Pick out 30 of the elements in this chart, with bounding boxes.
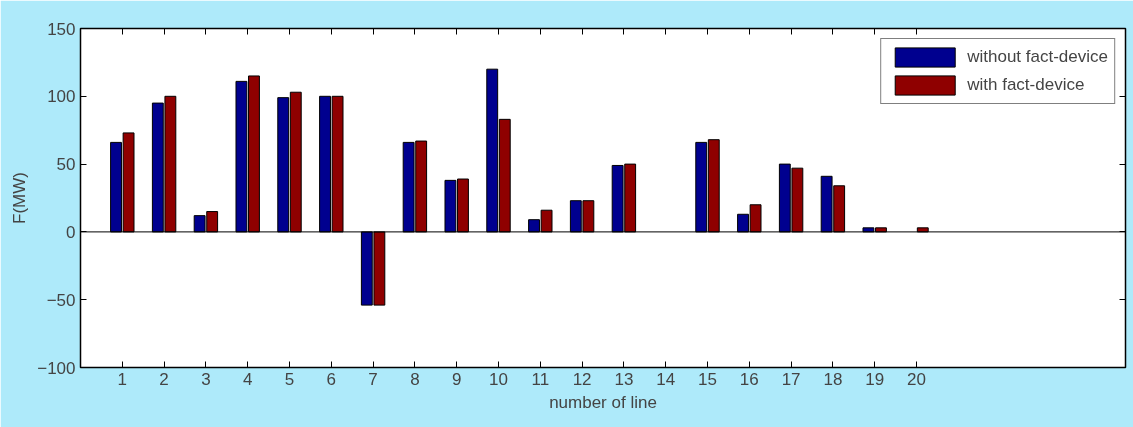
x-tick-label: 14	[656, 369, 676, 389]
x-tick-label: 13	[614, 369, 634, 389]
y-tick-label: −100	[37, 358, 76, 378]
x-tick-label: 10	[489, 369, 508, 389]
y-tick-label: 150	[47, 19, 76, 39]
x-tick-label: 9	[451, 369, 462, 389]
y-axis-title: F(MW)	[10, 172, 30, 224]
legend-label: with fact-device	[967, 75, 1085, 95]
x-tick-label: 18	[823, 369, 843, 389]
x-tick-label: 7	[368, 369, 378, 389]
x-tick-label: 12	[572, 369, 592, 389]
x-tick-label: 4	[242, 369, 253, 389]
x-tick-label: 6	[326, 369, 337, 389]
x-axis-title: number of line	[549, 392, 657, 412]
y-tick-label: −50	[46, 290, 76, 310]
y-tick-label: 0	[66, 222, 76, 242]
x-tick-label: 17	[781, 369, 801, 389]
x-tick-label: 19	[865, 369, 885, 389]
x-tick-label: 3	[201, 369, 211, 389]
x-tick-label: 20	[907, 369, 926, 389]
x-tick-label: 15	[698, 369, 717, 389]
y-tick-label: 100	[47, 87, 76, 107]
x-tick-label: 8	[410, 369, 420, 389]
x-tick-label: 11	[531, 369, 550, 389]
legend-label: without fact-device	[967, 47, 1108, 67]
x-tick-label: 1	[117, 369, 128, 389]
x-tick-label: 16	[739, 369, 759, 389]
x-tick-label: 5	[284, 369, 295, 389]
x-tick-label: 2	[159, 369, 169, 389]
y-tick-label: 50	[56, 155, 76, 175]
